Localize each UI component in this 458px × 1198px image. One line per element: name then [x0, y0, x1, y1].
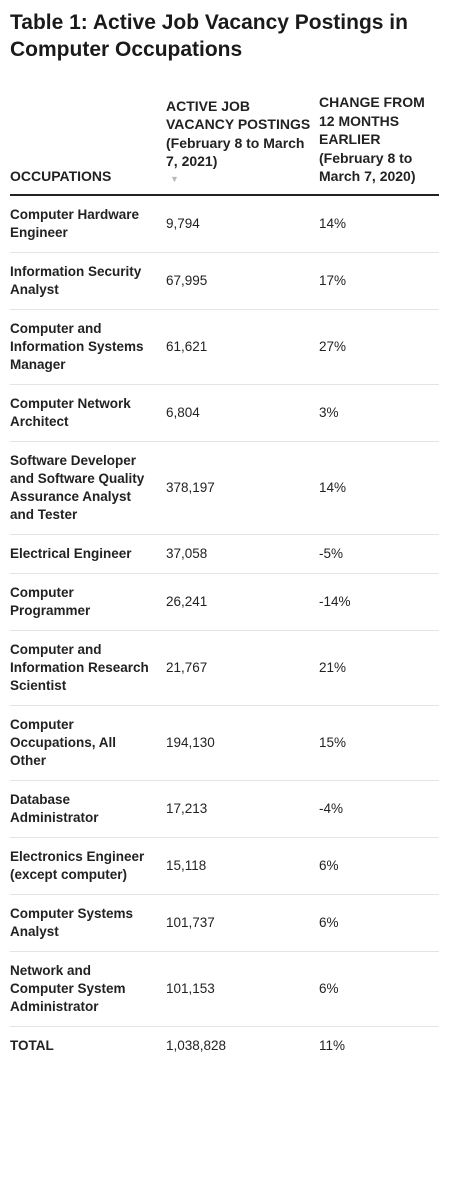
total-label: TOTAL: [10, 1037, 54, 1053]
cell-occupation: Computer Programmer: [10, 573, 166, 631]
table-row: Computer and Information Systems Manager…: [10, 309, 439, 385]
cell-postings: 67,995: [166, 252, 319, 310]
cell-occupation: Computer Occupations, All Other: [10, 705, 166, 781]
total-change: 11%: [319, 1037, 346, 1053]
cell-change: -4%: [319, 780, 439, 838]
cell-postings: 101,153: [166, 951, 319, 1027]
header-change-label: CHANGE FROM 12 MONTHS EARLIER (February …: [319, 94, 425, 184]
cell-postings: 101,737: [166, 894, 319, 952]
cell-postings: 378,197: [166, 441, 319, 535]
cell-occupation: Computer Systems Analyst: [10, 894, 166, 952]
cell-occupation: Electrical Engineer: [10, 534, 166, 574]
cell-occupation: Information Security Analyst: [10, 252, 166, 310]
cell-change: 6%: [319, 837, 439, 895]
table-row: Network and Computer System Administrato…: [10, 951, 439, 1027]
table-row: Computer and Information Research Scient…: [10, 630, 439, 706]
cell-change: 6%: [319, 894, 439, 952]
cell-change: 14%: [319, 194, 439, 253]
cell-change: 14%: [319, 441, 439, 535]
table-row: Electronics Engineer (except computer) 15…: [10, 837, 439, 895]
header-occupations-label: OCCUPATIONS: [10, 168, 112, 184]
table-row: Computer Network Architect 6,804 3%: [10, 384, 439, 442]
cell-occupation: Computer Network Architect: [10, 384, 166, 442]
cell-change: -14%: [319, 573, 439, 631]
table-row: Computer Hardware Engineer 9,794 14%: [10, 194, 439, 253]
cell-occupation: Network and Computer System Administrato…: [10, 951, 166, 1027]
cell-occupation: Computer and Information Systems Manager: [10, 309, 166, 385]
header-postings-label: ACTIVE JOB VACANCY POSTINGS (February 8 …: [166, 97, 311, 170]
total-postings: 1,038,828: [166, 1037, 227, 1053]
cell-postings: 21,767: [166, 630, 319, 706]
cell-postings: 26,241: [166, 573, 319, 631]
table-row: Software Developer and Software Quality …: [10, 441, 439, 535]
sort-descending-icon: ▼: [170, 173, 179, 184]
header-occupations[interactable]: OCCUPATIONS: [10, 93, 166, 196]
table-row: Computer Occupations, All Other 194,130 15…: [10, 705, 439, 781]
table-row: Information Security Analyst 67,995 17%: [10, 252, 439, 310]
cell-change: 27%: [319, 309, 439, 385]
cell-postings: 61,621: [166, 309, 319, 385]
cell-postings: 9,794: [166, 194, 319, 253]
total-row: TOTAL 1,038,828 11%: [10, 1026, 439, 1065]
cell-change: 6%: [319, 951, 439, 1027]
cell-postings: 15,118: [166, 837, 319, 895]
cell-change: 15%: [319, 705, 439, 781]
table-row: Computer Programmer 26,241 -14%: [10, 573, 439, 631]
table-row: Electrical Engineer 37,058 -5%: [10, 534, 439, 574]
cell-occupation: Database Administrator: [10, 780, 166, 838]
cell-postings: 37,058: [166, 534, 319, 574]
header-change[interactable]: CHANGE FROM 12 MONTHS EARLIER (February …: [319, 93, 439, 196]
cell-occupation: Computer and Information Research Scient…: [10, 630, 166, 706]
table-body: Computer Hardware Engineer 9,794 14% Inform…: [10, 194, 439, 1065]
cell-change: 3%: [319, 384, 439, 442]
cell-postings: 194,130: [166, 705, 319, 781]
header-row: OCCUPATIONS ACTIVE JOB VACANCY POSTINGS …: [10, 93, 439, 196]
cell-change: 21%: [319, 630, 439, 706]
cell-change: 17%: [319, 252, 439, 310]
header-postings[interactable]: ACTIVE JOB VACANCY POSTINGS (February 8 …: [166, 93, 319, 196]
vacancy-table: OCCUPATIONS ACTIVE JOB VACANCY POSTINGS …: [10, 93, 439, 1065]
cell-occupation: Software Developer and Software Quality …: [10, 441, 166, 535]
cell-change: -5%: [319, 534, 439, 574]
cell-postings: 6,804: [166, 384, 319, 442]
table-row: Computer Systems Analyst 101,737 6%: [10, 894, 439, 952]
cell-occupation: Electronics Engineer (except computer): [10, 837, 166, 895]
table-title: Table 1: Active Job Vacancy Postings in …: [10, 11, 408, 61]
table-row: Database Administrator 17,213 -4%: [10, 780, 439, 838]
cell-postings: 17,213: [166, 780, 319, 838]
cell-occupation: Computer Hardware Engineer: [10, 194, 166, 253]
